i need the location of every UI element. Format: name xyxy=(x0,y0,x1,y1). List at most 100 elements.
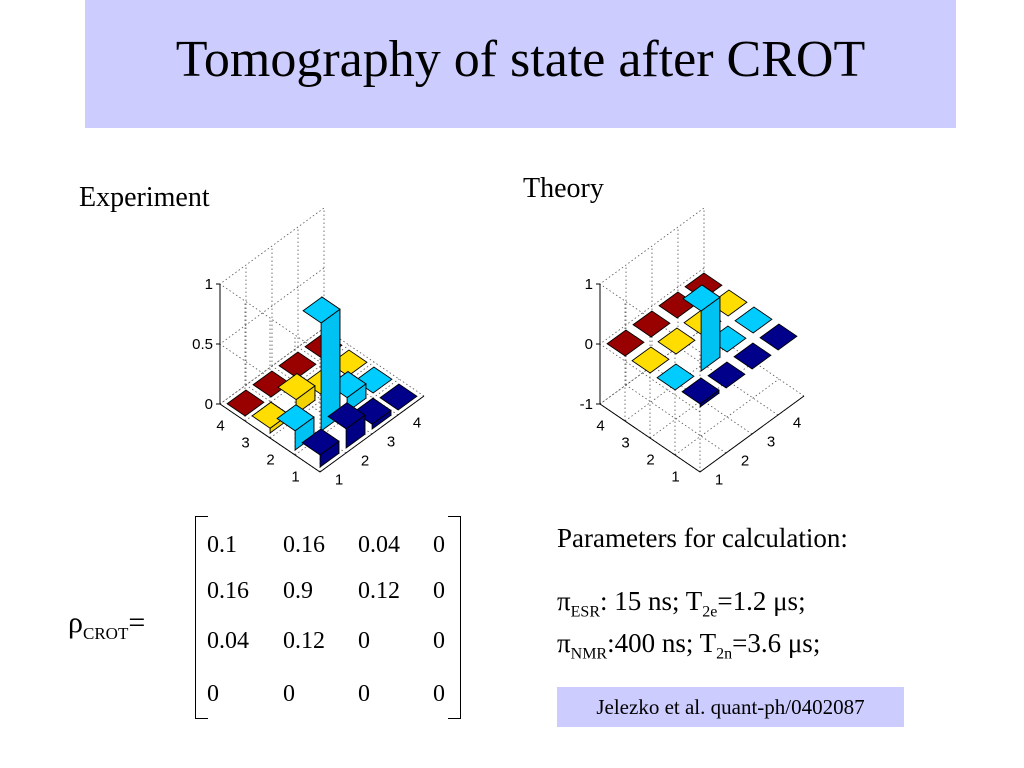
param-text: :400 ns; T xyxy=(607,628,717,658)
bar xyxy=(656,363,695,391)
y-tick-label: 1 xyxy=(291,469,299,486)
bar xyxy=(759,323,798,351)
y-tick-label: 3 xyxy=(241,435,249,452)
title-banner: Tomography of state after CROT xyxy=(85,0,956,128)
rho-subscript: CROT xyxy=(82,624,129,643)
x-tick-label: 3 xyxy=(387,434,395,451)
t2e-subscript: 2e xyxy=(702,603,718,621)
esr-subscript: ESR xyxy=(570,603,600,621)
bar-top xyxy=(226,389,265,417)
x-tick-label: 2 xyxy=(361,453,369,470)
axis-line xyxy=(219,403,321,473)
bar xyxy=(631,346,670,374)
bar xyxy=(278,351,317,379)
param-value: =1.2 μs; xyxy=(717,586,806,616)
axis-line xyxy=(319,395,425,473)
bar-top xyxy=(631,346,670,374)
equals-sign: = xyxy=(128,606,146,639)
bar-top xyxy=(301,428,340,456)
axis-line xyxy=(699,395,805,473)
right-bracket xyxy=(448,516,461,719)
pi-symbol: π xyxy=(557,628,571,658)
bar xyxy=(734,306,773,334)
y-tick-label: 4 xyxy=(216,418,224,435)
rho-symbol: ρ xyxy=(68,606,83,639)
bar-top xyxy=(327,402,366,430)
matrix-cell: 0.12 xyxy=(283,628,325,654)
matrix-cell: 0.9 xyxy=(283,578,313,604)
bar-top xyxy=(632,310,671,338)
bar xyxy=(379,383,418,411)
y-tick-label: 1 xyxy=(671,469,679,486)
left-bracket xyxy=(195,516,208,719)
slide-title: Tomography of state after CROT xyxy=(175,31,866,88)
matrix-cell: 0 xyxy=(358,681,370,707)
bar-top xyxy=(277,373,316,401)
matrix-cell: 0 xyxy=(433,681,445,707)
bar xyxy=(276,403,315,451)
bar xyxy=(226,389,265,417)
z-tick-label: 1 xyxy=(205,276,213,293)
grid-line xyxy=(219,327,325,405)
axis-line xyxy=(599,403,701,473)
x-tick-label: 1 xyxy=(715,472,723,489)
z-tick-label: 1 xyxy=(585,276,593,293)
bar-top xyxy=(733,342,772,370)
params-title: Parameters for calculation: xyxy=(557,523,848,553)
bar xyxy=(327,401,366,449)
bar-top xyxy=(682,284,721,312)
matrix-cell: 0 xyxy=(207,681,219,707)
bar-top xyxy=(302,296,341,324)
matrix-cell: 0 xyxy=(433,628,445,654)
y-tick-label: 3 xyxy=(621,435,629,452)
matrix-cell: 0.12 xyxy=(358,578,400,604)
param-line-nmr: πNMR:400 ns; T2n=3.6 μs; xyxy=(557,628,820,663)
z-tick-label: 0.5 xyxy=(192,336,213,353)
z-tick-label: -1 xyxy=(580,396,593,413)
reference-text: Jelezko et al. quant-ph/0402087 xyxy=(596,695,865,719)
bar-top xyxy=(707,361,746,389)
bar-top xyxy=(759,323,798,351)
grid-line xyxy=(674,378,780,456)
x-tick-label: 4 xyxy=(793,415,801,432)
grid-line xyxy=(323,327,425,397)
z-tick-label: 0 xyxy=(205,396,213,413)
t2n-subscript: 2n xyxy=(716,645,733,663)
rho-crot-label: ρCROT= xyxy=(68,606,145,644)
bar-top xyxy=(657,327,696,355)
param-value: =3.6 μs; xyxy=(732,628,821,658)
nmr-subscript: NMR xyxy=(570,645,608,663)
density-matrix: 0.1 0.16 0.04 0 0.16 0.9 0.12 0 0.04 0.12 0 0 0 0 0 0 xyxy=(195,516,461,719)
matrix-cell: 0.16 xyxy=(283,532,325,558)
param-text: : 15 ns; T xyxy=(599,586,703,616)
y-tick-label: 4 xyxy=(596,418,604,435)
matrix-cell: 0 xyxy=(433,578,445,604)
experiment-label: Experiment xyxy=(79,182,210,213)
bar-top xyxy=(278,351,317,379)
matrix-cell: 0.16 xyxy=(207,578,249,604)
bar-top xyxy=(734,306,773,334)
x-tick-label: 2 xyxy=(741,453,749,470)
x-tick-label: 1 xyxy=(335,472,343,489)
bar xyxy=(606,329,645,357)
y-tick-label: 2 xyxy=(646,452,654,469)
bar xyxy=(707,361,746,389)
bar-top xyxy=(276,404,315,432)
bar xyxy=(301,428,340,468)
matrix-cell: 0 xyxy=(358,628,370,654)
bar xyxy=(733,342,772,370)
z-tick-label: 0 xyxy=(585,336,593,353)
bar-top xyxy=(379,383,418,411)
matrix-cell: 0 xyxy=(283,681,295,707)
matrix-cell: 0.1 xyxy=(207,532,237,558)
y-tick-label: 2 xyxy=(266,452,274,469)
x-tick-label: 3 xyxy=(767,434,775,451)
theory-label: Theory xyxy=(523,173,604,204)
bar-top xyxy=(656,363,695,391)
x-tick-label: 4 xyxy=(413,415,421,432)
bar xyxy=(632,310,671,338)
